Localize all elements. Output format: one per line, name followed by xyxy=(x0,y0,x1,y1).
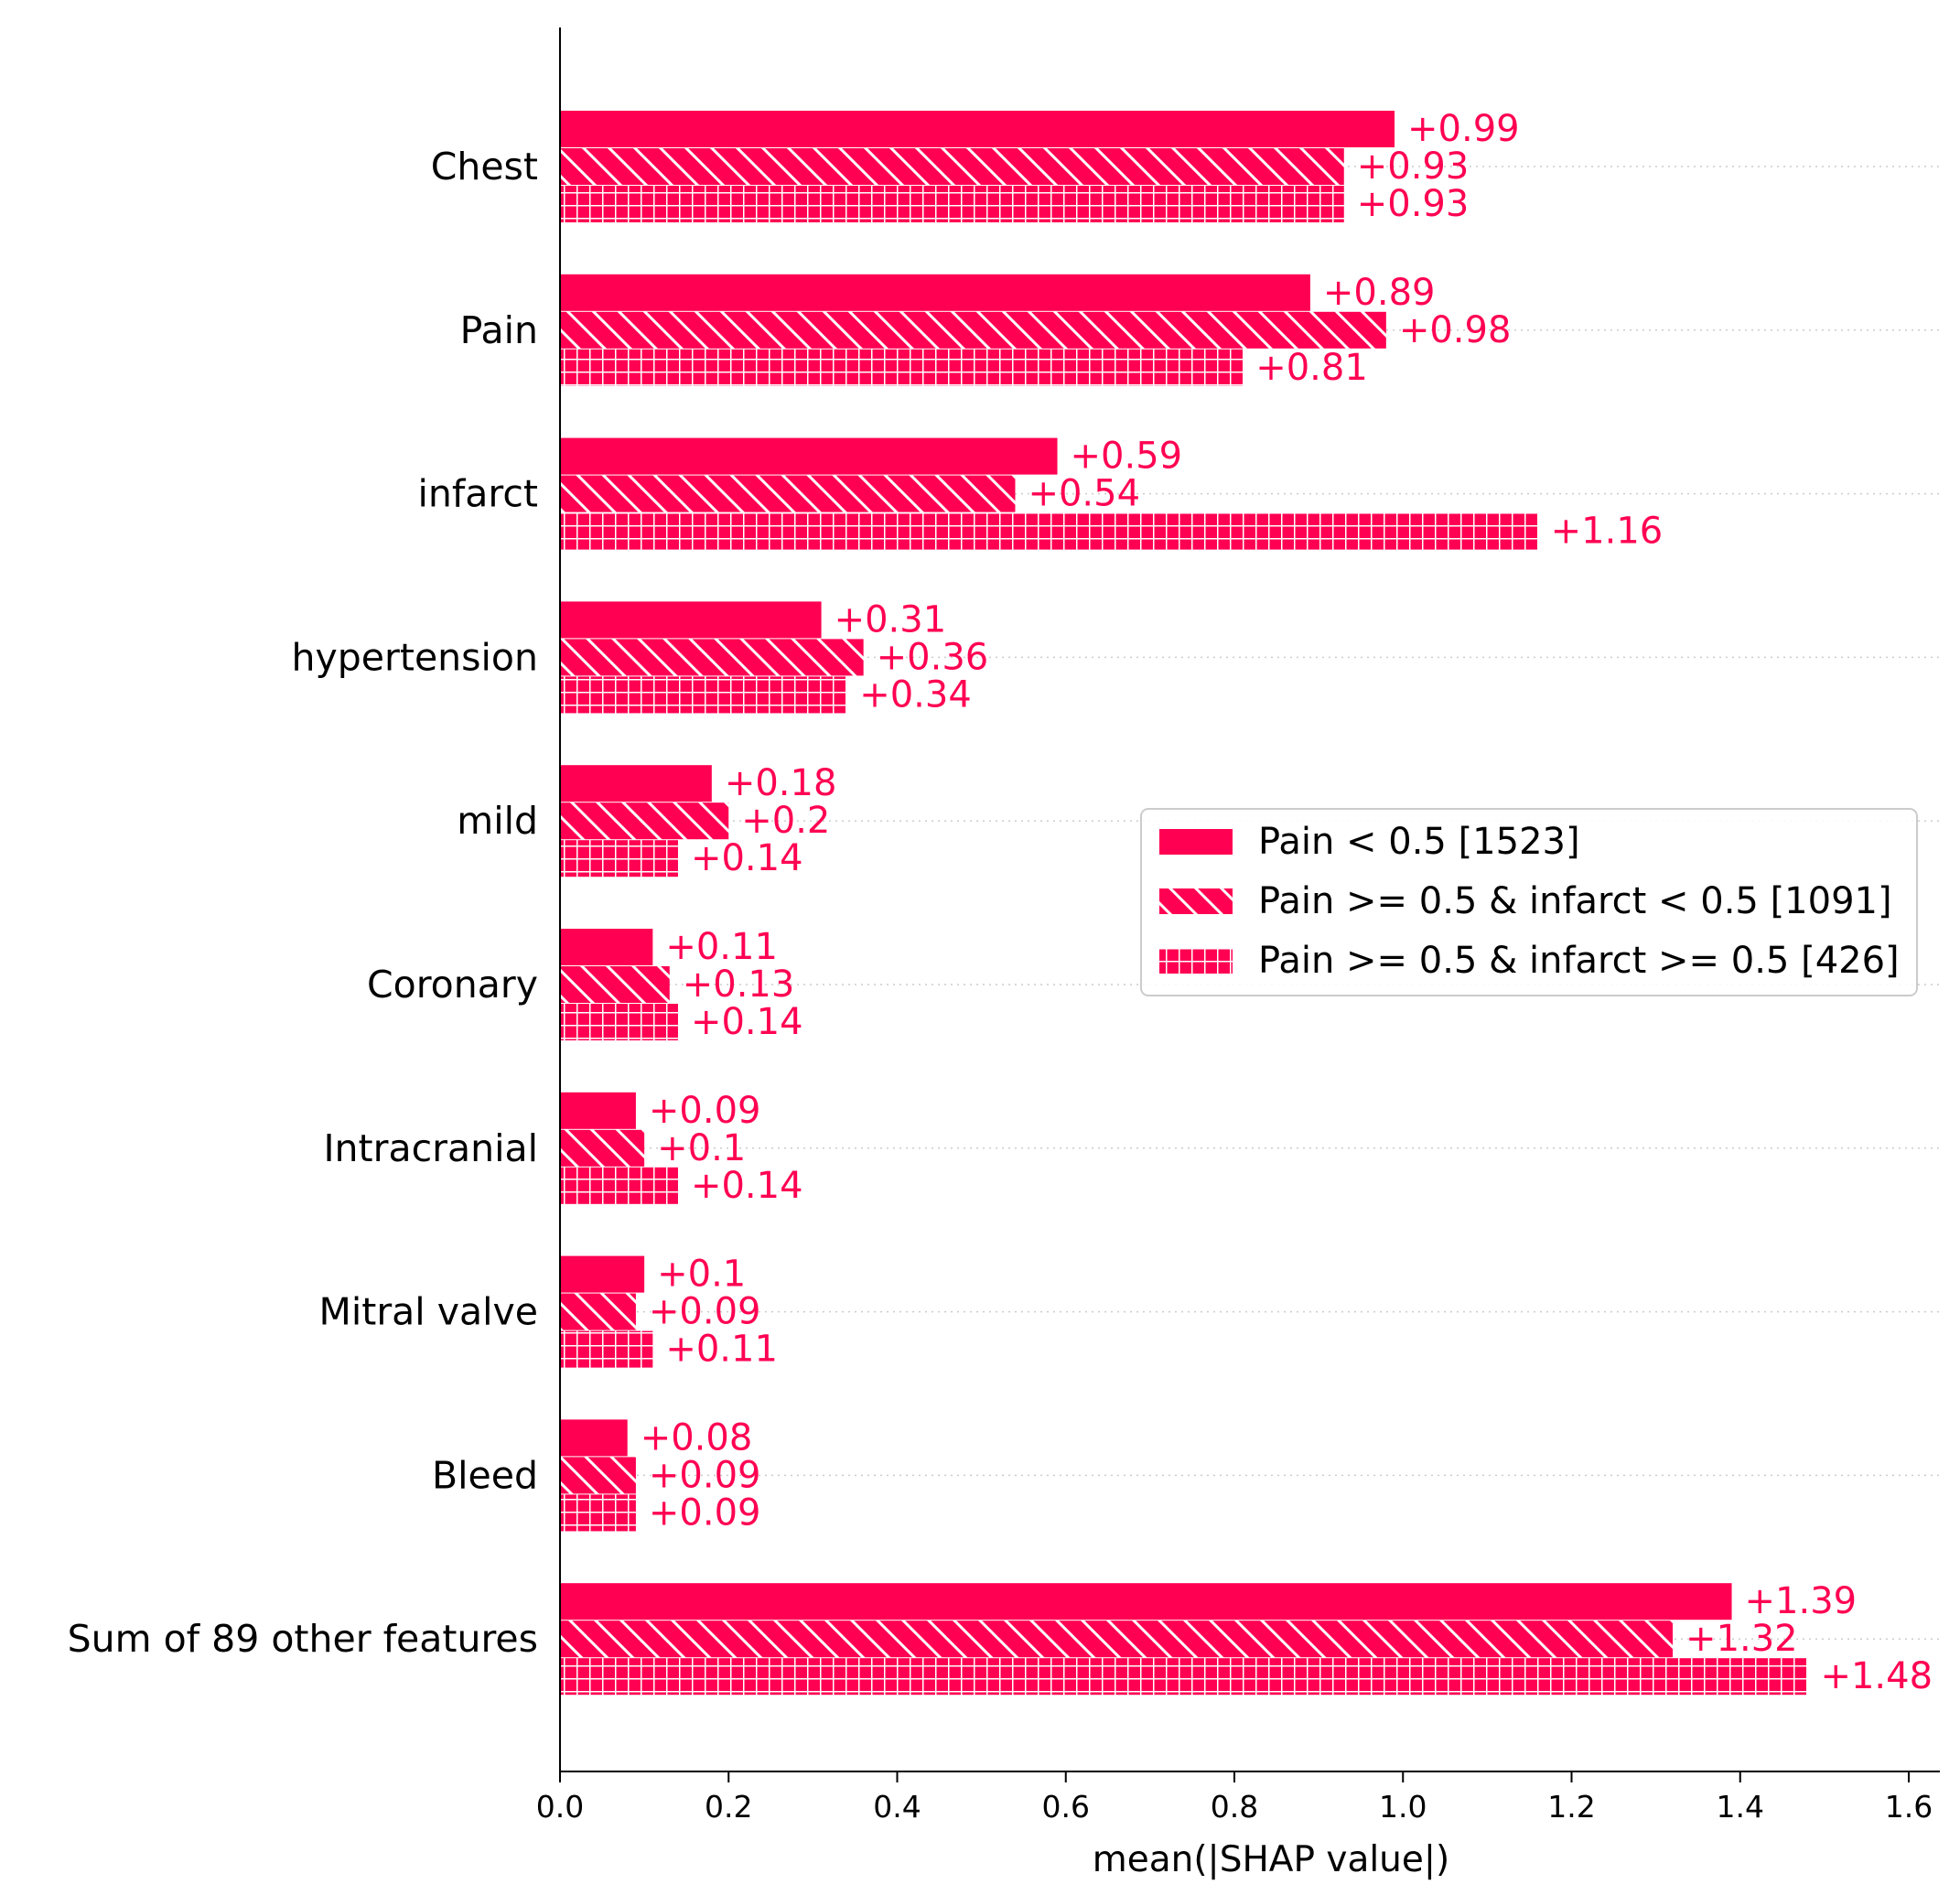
value-label-sum-of-89-other-features-series-2: +1.32 xyxy=(1685,1618,1798,1660)
feature-label-infarct: infarct xyxy=(417,472,538,516)
x-tick-label: 1.4 xyxy=(1717,1789,1764,1825)
bar-bleed-series-1 xyxy=(560,1419,628,1457)
bar-chest-series-3 xyxy=(560,186,1344,222)
bar-infarct-series-2 xyxy=(560,475,1016,512)
legend-label-series-1: Pain < 0.5 [1523] xyxy=(1258,821,1580,863)
value-label-hypertension-series-2: +0.36 xyxy=(877,636,989,678)
legend-label-series-2: Pain >= 0.5 & infarct < 0.5 [1091] xyxy=(1258,880,1892,922)
bar-coronary-series-3 xyxy=(560,1004,678,1040)
bar-pain-series-1 xyxy=(560,274,1310,311)
legend-swatch-series-1 xyxy=(1159,829,1233,855)
value-label-bleed-series-1: +0.08 xyxy=(641,1416,753,1459)
x-tick-label: 1.0 xyxy=(1379,1789,1427,1825)
feature-label-pain: Pain xyxy=(460,308,538,352)
value-label-mild-series-3: +0.14 xyxy=(691,837,803,879)
bar-sum-of-89-other-features-series-3 xyxy=(560,1658,1808,1696)
value-label-sum-of-89-other-features-series-3: +1.48 xyxy=(1820,1655,1933,1697)
legend: Pain < 0.5 [1523] Pain >= 0.5 & infarct <… xyxy=(1140,808,1918,996)
value-label-coronary-series-2: +0.13 xyxy=(683,964,795,1006)
value-label-pain-series-3: +0.81 xyxy=(1255,347,1368,389)
feature-label-mild: mild xyxy=(457,799,538,843)
feature-label-chest: Chest xyxy=(431,145,538,188)
value-label-mitral-valve-series-3: +0.11 xyxy=(665,1329,778,1371)
bar-mild-series-3 xyxy=(560,840,678,878)
value-label-infarct-series-2: +0.54 xyxy=(1028,473,1140,515)
bar-pain-series-2 xyxy=(560,311,1386,349)
legend-swatch-series-2 xyxy=(1159,888,1233,914)
feature-label-hypertension: hypertension xyxy=(292,635,538,679)
value-label-intracranial-series-2: +0.1 xyxy=(657,1127,746,1169)
bar-coronary-series-1 xyxy=(560,929,653,965)
bar-mitral-valve-series-1 xyxy=(560,1255,645,1293)
value-label-pain-series-1: +0.89 xyxy=(1323,272,1436,314)
value-label-mitral-valve-series-2: +0.09 xyxy=(649,1291,761,1333)
value-label-infarct-series-1: +0.59 xyxy=(1071,436,1183,478)
bar-hypertension-series-2 xyxy=(560,639,864,676)
value-label-mild-series-2: +0.2 xyxy=(741,800,830,842)
feature-label-intracranial: Intracranial xyxy=(323,1126,538,1170)
bar-bleed-series-3 xyxy=(560,1494,636,1532)
bar-infarct-series-3 xyxy=(560,512,1538,550)
value-label-chest-series-1: +0.99 xyxy=(1407,108,1520,150)
value-label-mitral-valve-series-1: +0.1 xyxy=(657,1254,746,1296)
value-label-pain-series-2: +0.98 xyxy=(1399,309,1512,351)
feature-label-mitral-valve: Mitral valve xyxy=(318,1290,538,1334)
axes: 0.0 0.2 0.4 0.6 0.8 1.0 1.2 1.4 1.6 xyxy=(536,27,1940,1825)
value-label-hypertension-series-1: +0.31 xyxy=(835,598,947,641)
x-tick-label: 0.4 xyxy=(873,1789,921,1825)
bar-intracranial-series-1 xyxy=(560,1092,636,1129)
value-labels: +0.99+0.93+0.93+0.89+0.98+0.81+0.59+0.54… xyxy=(641,108,1933,1697)
value-label-intracranial-series-3: +0.14 xyxy=(691,1165,803,1207)
value-label-hypertension-series-3: +0.34 xyxy=(859,673,972,716)
bar-infarct-series-1 xyxy=(560,437,1058,475)
x-tick-label: 1.2 xyxy=(1547,1789,1595,1825)
legend-label-series-3: Pain >= 0.5 & infarct >= 0.5 [426] xyxy=(1258,940,1900,982)
value-label-intracranial-series-1: +0.09 xyxy=(649,1090,761,1132)
legend-frame xyxy=(1140,808,1918,996)
x-axis-title: mean(|SHAP value|) xyxy=(1093,1839,1450,1880)
feature-labels: Chest Pain infarct hypertension mild Coronary… xyxy=(68,145,538,1661)
bar-mitral-valve-series-2 xyxy=(560,1293,636,1330)
bar-sum-of-89-other-features-series-2 xyxy=(560,1620,1674,1658)
value-label-chest-series-3: +0.93 xyxy=(1357,183,1470,225)
value-label-coronary-series-1: +0.11 xyxy=(665,926,778,968)
bars xyxy=(560,111,1808,1696)
x-tick-label: 1.6 xyxy=(1885,1789,1933,1825)
value-label-bleed-series-3: +0.09 xyxy=(649,1491,761,1534)
bar-coronary-series-2 xyxy=(560,966,670,1003)
value-label-bleed-series-2: +0.09 xyxy=(649,1454,761,1496)
x-tick-label: 0.8 xyxy=(1211,1789,1258,1825)
value-label-chest-series-2: +0.93 xyxy=(1357,145,1470,188)
x-tick-label: 0.6 xyxy=(1042,1789,1090,1825)
bar-hypertension-series-1 xyxy=(560,601,822,639)
legend-swatch-series-3 xyxy=(1159,948,1233,974)
feature-label-sum-of-89-other-features: Sum of 89 other features xyxy=(68,1617,538,1661)
bar-chest-series-1 xyxy=(560,111,1395,147)
bar-chest-series-2 xyxy=(560,148,1344,185)
bar-sum-of-89-other-features-series-1 xyxy=(560,1583,1732,1620)
bar-mild-series-1 xyxy=(560,765,712,802)
feature-label-bleed: Bleed xyxy=(432,1453,538,1497)
bar-mitral-valve-series-3 xyxy=(560,1330,653,1368)
bar-intracranial-series-3 xyxy=(560,1167,678,1204)
feature-label-coronary: Coronary xyxy=(367,963,538,1007)
bar-pain-series-3 xyxy=(560,349,1244,386)
value-label-mild-series-1: +0.18 xyxy=(725,762,837,804)
value-label-sum-of-89-other-features-series-1: +1.39 xyxy=(1745,1580,1858,1622)
x-tick-label: 0.2 xyxy=(705,1789,752,1825)
x-tick-label: 0.0 xyxy=(536,1789,584,1825)
value-label-infarct-series-3: +1.16 xyxy=(1551,511,1664,553)
value-label-coronary-series-3: +0.14 xyxy=(691,1001,803,1043)
bar-bleed-series-2 xyxy=(560,1457,636,1494)
bar-hypertension-series-3 xyxy=(560,676,847,714)
bar-intracranial-series-2 xyxy=(560,1129,645,1167)
bar-mild-series-2 xyxy=(560,802,729,840)
